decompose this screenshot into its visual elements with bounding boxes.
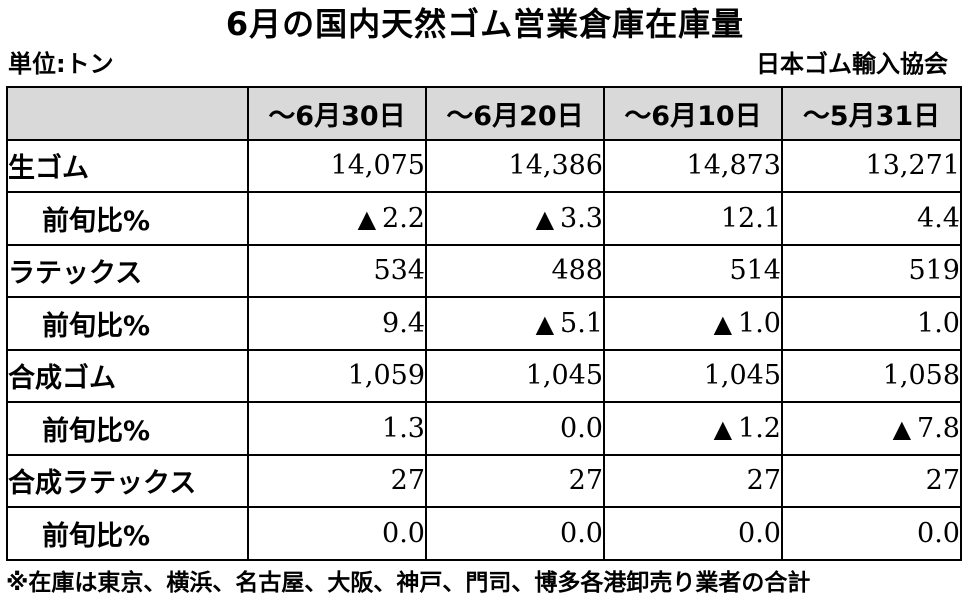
cell-value: 1,058	[882, 360, 960, 392]
table-cell: 14,386	[425, 138, 605, 193]
source-label: 日本ゴム輸入協会	[756, 50, 948, 78]
cell-value: 0.0	[382, 517, 425, 549]
cell-value: 1.3	[382, 412, 425, 444]
row-label: 合成ラテックス	[6, 453, 249, 508]
table-cell: 0.0	[603, 506, 783, 561]
table-row: 生ゴム 14,075 14,386 14,873 13,271	[6, 138, 962, 193]
table-cell: 27	[247, 453, 427, 508]
cell-value: 1.0	[917, 307, 960, 339]
cell-value: 27	[746, 465, 781, 497]
cell-value: 13,271	[865, 150, 960, 182]
decrease-marker: ▲	[535, 309, 555, 338]
table-cell: 1.0	[781, 296, 962, 351]
page-title: 6月の国内天然ゴム営業倉庫在庫量	[225, 5, 745, 43]
table-cell: 27	[603, 453, 783, 508]
cell-value: 1,059	[347, 360, 425, 392]
cell-value: 1,045	[525, 360, 603, 392]
column-header: ～6月30日	[247, 86, 427, 141]
row-label: 前旬比%	[6, 401, 249, 456]
table-cell: 12.1	[603, 191, 783, 246]
decrease-marker: ▲	[892, 414, 912, 443]
table-cell: 519	[781, 243, 962, 298]
table-row: 前旬比% ▲ 2.2 ▲ 3.3 12.1 4.4	[6, 191, 962, 246]
cell-value: 488	[551, 255, 603, 287]
row-label: 生ゴム	[6, 138, 249, 193]
table-cell: 13,271	[781, 138, 962, 193]
inventory-table: ～6月30日 ～6月20日 ～6月10日 ～5月31日 生ゴム 14,075 1…	[6, 86, 962, 561]
row-label: 前旬比%	[6, 191, 249, 246]
table-row: 前旬比% 1.3 0.0 ▲ 1.2 ▲ 7.8	[6, 401, 962, 456]
row-label: 前旬比%	[6, 296, 249, 351]
table-cell: 514	[603, 243, 783, 298]
table-cell: 14,873	[603, 138, 783, 193]
cell-value: 7.8	[917, 412, 960, 444]
cell-value: 27	[390, 465, 425, 497]
table-cell: 1.3	[247, 401, 427, 456]
unit-label: 単位:トン	[8, 50, 114, 78]
table-cell: 14,075	[247, 138, 427, 193]
footnote: ※在庫は東京、横浜、名古屋、大阪、神戸、門司、博多各港卸売り業者の合計	[6, 570, 811, 596]
cell-value: 2.2	[382, 202, 425, 234]
table-cell: ▲ 1.2	[603, 401, 783, 456]
table-cell: 27	[781, 453, 962, 508]
column-header: ～5月31日	[781, 86, 962, 141]
decrease-marker: ▲	[535, 204, 555, 233]
cell-value: 0.0	[738, 517, 781, 549]
cell-value: 4.4	[917, 202, 960, 234]
table-row: 前旬比% 0.0 0.0 0.0 0.0	[6, 506, 962, 561]
cell-value: 1.2	[738, 412, 781, 444]
table-cell: 0.0	[247, 506, 427, 561]
table-cell: 1,045	[603, 348, 783, 403]
row-label: 前旬比%	[6, 506, 249, 561]
cell-value: 3.3	[560, 202, 603, 234]
column-header: ～6月20日	[425, 86, 605, 141]
table-cell: 1,059	[247, 348, 427, 403]
cell-value: 514	[729, 255, 781, 287]
table-cell: 1,058	[781, 348, 962, 403]
table-row: ラテックス 534 488 514 519	[6, 243, 962, 298]
column-header: ～6月10日	[603, 86, 783, 141]
cell-value: 27	[568, 465, 603, 497]
table-cell: ▲ 7.8	[781, 401, 962, 456]
cell-value: 14,386	[508, 150, 603, 182]
cell-value: 14,075	[330, 150, 425, 182]
table-cell: ▲ 2.2	[247, 191, 427, 246]
cell-value: 14,873	[686, 150, 781, 182]
table-cell: 27	[425, 453, 605, 508]
cell-value: 0.0	[917, 517, 960, 549]
table-cell: ▲ 5.1	[425, 296, 605, 351]
table-row: 合成ゴム 1,059 1,045 1,045 1,058	[6, 348, 962, 403]
table-header-row: ～6月30日 ～6月20日 ～6月10日 ～5月31日	[6, 86, 962, 141]
table-cell: 0.0	[425, 506, 605, 561]
cell-value: 5.1	[560, 307, 603, 339]
cell-value: 9.4	[382, 307, 425, 339]
table-cell: 0.0	[425, 401, 605, 456]
decrease-marker: ▲	[713, 309, 733, 338]
cell-value: 519	[908, 255, 960, 287]
row-label: ラテックス	[6, 243, 249, 298]
table-cell: 0.0	[781, 506, 962, 561]
cell-value: 0.0	[560, 412, 603, 444]
cell-value: 1.0	[738, 307, 781, 339]
table-cell: ▲ 1.0	[603, 296, 783, 351]
table-cell: 1,045	[425, 348, 605, 403]
table-cell: 534	[247, 243, 427, 298]
row-label: 合成ゴム	[6, 348, 249, 403]
cell-value: 27	[925, 465, 960, 497]
cell-value: 1,045	[703, 360, 781, 392]
cell-value: 12.1	[720, 202, 781, 234]
table-row: 前旬比% 9.4 ▲ 5.1 ▲ 1.0 1.0	[6, 296, 962, 351]
table-row: 合成ラテックス 27 27 27 27	[6, 453, 962, 508]
table-cell: 4.4	[781, 191, 962, 246]
decrease-marker: ▲	[357, 204, 377, 233]
cell-value: 534	[373, 255, 425, 287]
decrease-marker: ▲	[713, 414, 733, 443]
header-corner-cell	[6, 86, 249, 141]
table-cell: ▲ 3.3	[425, 191, 605, 246]
table-cell: 9.4	[247, 296, 427, 351]
table-cell: 488	[425, 243, 605, 298]
cell-value: 0.0	[560, 517, 603, 549]
